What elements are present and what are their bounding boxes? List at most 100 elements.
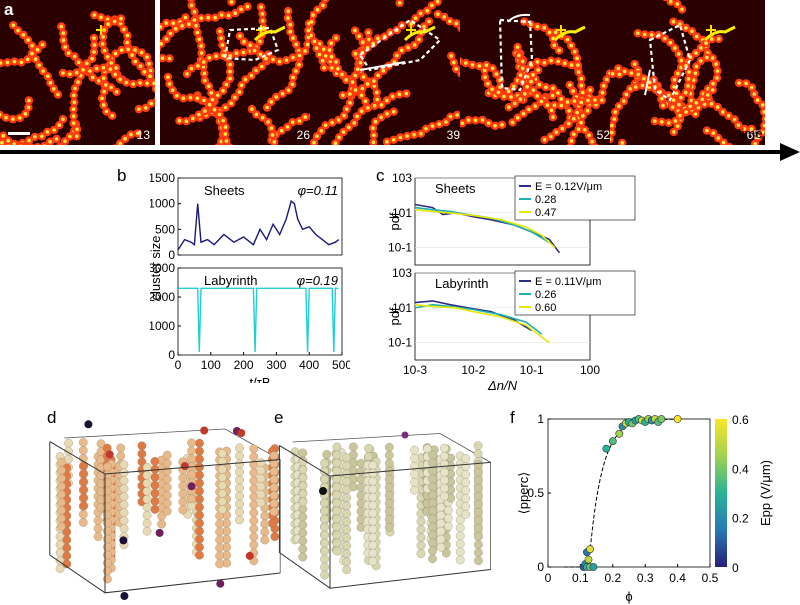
legend-box (514, 270, 636, 316)
particle-core (167, 56, 172, 61)
particle-core (425, 8, 429, 13)
particle (57, 489, 66, 499)
particle-core (372, 104, 377, 108)
particle-core (341, 130, 346, 134)
particle (103, 462, 112, 472)
particle-core (0, 113, 2, 117)
particle (320, 458, 329, 468)
particle-core (260, 115, 265, 120)
particle (235, 515, 244, 525)
particle (416, 517, 426, 526)
particle (436, 534, 446, 544)
particle (79, 501, 89, 511)
particle-core (333, 141, 338, 145)
particle (119, 508, 129, 518)
particle (40, 141, 49, 145)
arrow (359, 61, 406, 71)
particle-core (229, 101, 233, 106)
particle (298, 489, 308, 499)
particle (249, 532, 259, 542)
particle (150, 473, 160, 482)
particle-core (397, 92, 402, 97)
particle (195, 446, 204, 456)
series-line-labyrinth (178, 287, 339, 353)
particle (410, 469, 419, 479)
particle-core (63, 139, 67, 144)
particle (342, 541, 352, 551)
particle (342, 469, 352, 479)
particle-core (197, 37, 202, 42)
particle (195, 526, 204, 536)
particle-core (675, 2, 680, 6)
particle-core (213, 15, 217, 20)
particle (298, 512, 308, 522)
particle (178, 497, 188, 507)
y-tick-label: 0 (537, 560, 544, 574)
particle-core (219, 13, 224, 17)
particle (256, 474, 266, 484)
particle-core (72, 100, 77, 105)
particle (474, 540, 483, 550)
particle (137, 449, 147, 459)
particle-core (294, 42, 298, 47)
particle (342, 477, 352, 487)
particle-core (367, 37, 371, 42)
particle-core (219, 139, 224, 144)
y-tick-label: 103 (392, 266, 412, 280)
particle-core (663, 36, 667, 41)
particle-core (40, 42, 45, 47)
particle-core (535, 94, 540, 98)
particle-core (373, 119, 378, 124)
particle-core (666, 93, 671, 98)
particle (269, 507, 279, 517)
particle-core (752, 92, 757, 96)
particle (416, 533, 426, 542)
x-tick-label: 10-3 (403, 363, 427, 377)
x-tick-label: 0.4 (669, 571, 686, 585)
particle-core (551, 115, 555, 119)
particle-core (699, 59, 703, 63)
particle-core (553, 30, 558, 35)
particle-core (321, 3, 325, 8)
particle-core (21, 33, 26, 37)
particle-core (547, 30, 552, 35)
particle (460, 57, 464, 66)
particle-core (353, 73, 357, 78)
particle-core (640, 83, 645, 88)
particle (235, 483, 244, 493)
particle-core (581, 114, 585, 118)
x-tick-label: 0.1 (572, 571, 589, 585)
particle-core (199, 51, 204, 55)
arrow (644, 69, 651, 96)
particle (103, 550, 112, 560)
box-back-edges (292, 433, 491, 570)
particle (368, 540, 378, 550)
particle-core (254, 68, 258, 73)
particle-chain (614, 64, 668, 110)
particle-core (199, 16, 203, 20)
particle (364, 452, 373, 461)
particle-core (523, 92, 527, 96)
particle-core (390, 94, 395, 99)
particle-core (210, 97, 215, 102)
particle (271, 144, 275, 145)
particle (298, 497, 308, 507)
particle-core (376, 36, 380, 41)
particle (342, 493, 352, 503)
particle-core (395, 53, 399, 58)
particle-core (48, 139, 52, 144)
particle-core (576, 70, 581, 74)
particle-core (628, 87, 633, 91)
particle-core (510, 120, 515, 125)
y-tick-label: 3000 (150, 261, 175, 275)
particle-core (762, 110, 765, 114)
particle (256, 490, 266, 500)
particle (416, 541, 426, 550)
particle (455, 539, 465, 549)
particle (16, 142, 26, 145)
particle-core (337, 135, 341, 140)
particle-core (94, 66, 99, 71)
particle (368, 516, 378, 526)
particle-core (11, 117, 15, 121)
frame-number: 13 (136, 128, 150, 142)
